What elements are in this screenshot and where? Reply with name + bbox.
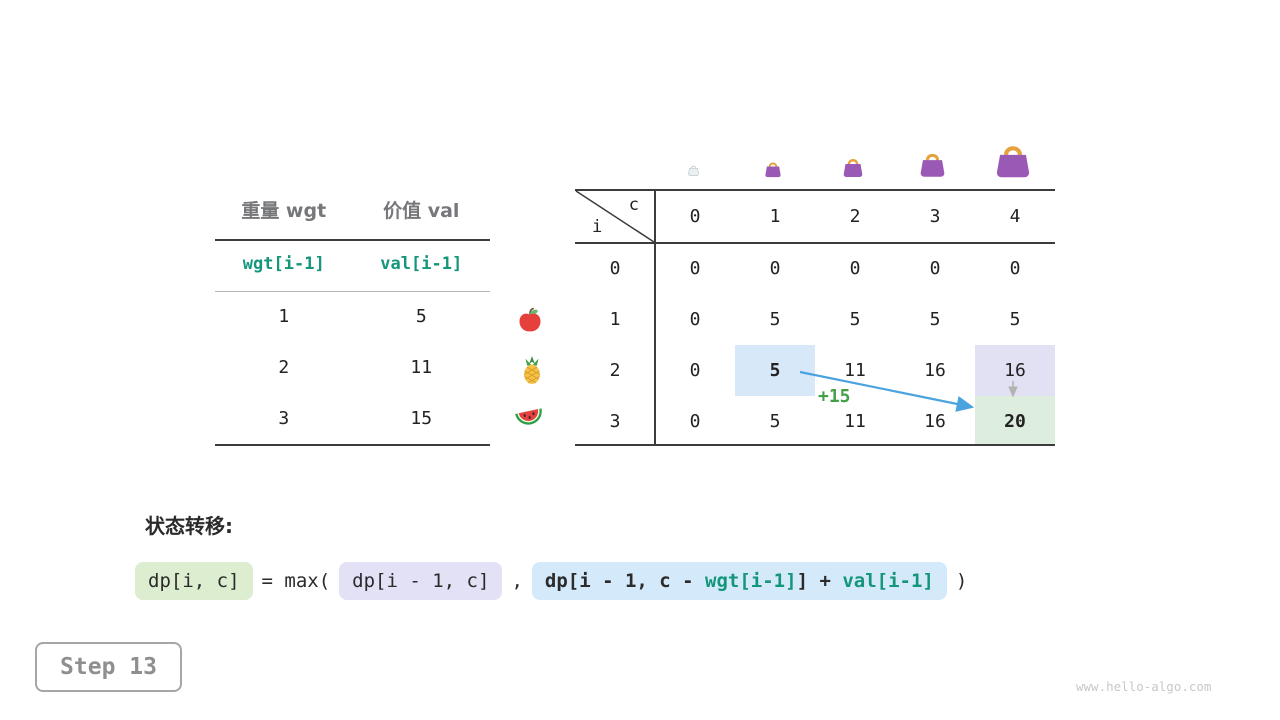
plus-value-annotation: +15 [818, 386, 851, 407]
row-var-label: i [592, 217, 603, 237]
dp-cell-3-4-result-highlight: 20 [975, 396, 1055, 446]
dp-cell-0-1: 0 [769, 258, 781, 279]
dp-table: c i 0 1 2 3 4 0 0 0 0 0 0 1 0 5 5 5 5 2 … [575, 190, 1055, 446]
take-chip-part-3: ] + [796, 570, 843, 592]
item-row-3: 3 15 [215, 408, 490, 429]
item-row-2: 2 11 [215, 357, 490, 378]
dp-cell-0-2: 0 [849, 258, 861, 279]
transition-formula: dp[i, c] = max( dp[i - 1, c] , dp[i - 1,… [135, 562, 967, 600]
dp-cell-1-0: 0 [689, 309, 701, 330]
pineapple-icon [518, 355, 546, 385]
dp-cell-1-1: 5 [769, 309, 781, 330]
dp-cell-0-3: 0 [929, 258, 941, 279]
dp-cell-2-0: 0 [689, 360, 701, 381]
dp-target-chip: dp[i, c] [135, 562, 253, 600]
item-value: 15 [410, 408, 433, 429]
row-label-0: 0 [609, 258, 621, 279]
col-header-2: 2 [849, 206, 861, 227]
dp-cell-2-3: 16 [924, 360, 946, 381]
col-header-3: 3 [929, 206, 941, 227]
max-operator: = max( [261, 570, 331, 592]
col-header-4: 4 [1009, 206, 1021, 227]
item-row-1: 1 5 [215, 306, 490, 327]
dp-cell-3-0: 0 [689, 410, 701, 432]
col-header-0: 0 [689, 206, 701, 227]
wgt-formula-cell: wgt[i-1] [242, 254, 325, 274]
item-weight: 3 [278, 408, 290, 429]
col-header-1: 1 [769, 206, 781, 227]
take-chip-val: val[i-1] [842, 570, 934, 592]
close-paren: ) [955, 570, 968, 592]
table-divider [215, 291, 490, 292]
step-label: Step 13 [60, 654, 157, 680]
value-column-header: 价值 val [383, 200, 460, 222]
val-formula-cell: val[i-1] [380, 254, 463, 274]
handbag-icon-0 [687, 164, 700, 176]
dp-table-top-border [575, 189, 1055, 191]
corner-cell: c i [575, 190, 655, 243]
transition-title: 状态转移: [145, 514, 233, 538]
dp-cell-3-2: 11 [844, 410, 866, 432]
apple-icon [516, 306, 544, 334]
take-chip-wgt: wgt[i-1] [705, 570, 797, 592]
dp-cell-2-4-compare-highlight: 16 [975, 345, 1055, 396]
dp-take-chip: dp[i - 1, c - wgt[i-1]] + val[i-1] [531, 562, 947, 600]
dp-cell-1-2: 5 [849, 309, 861, 330]
watermelon-icon [512, 405, 548, 433]
handbag-icon-3 [917, 150, 948, 178]
row-label-2: 2 [609, 360, 621, 381]
item-value: 11 [410, 357, 433, 378]
formula-row: wgt[i-1] val[i-1] [215, 254, 490, 274]
table-divider [215, 239, 490, 241]
watermark-text: www.hello-algo.com [1076, 679, 1212, 694]
handbag-icon-2 [841, 156, 865, 178]
item-weight: 2 [278, 357, 290, 378]
dp-cell-1-4: 5 [1009, 309, 1021, 330]
dp-cell-1-3: 5 [929, 309, 941, 330]
dp-cell-3-3: 16 [924, 410, 946, 432]
item-value: 5 [415, 306, 427, 327]
dp-cell-2-1-source-highlight: 5 [735, 345, 815, 396]
step-badge: Step 13 [35, 642, 182, 692]
comma-separator: , [511, 570, 523, 592]
row-label-1: 1 [609, 309, 621, 330]
dp-cell-0-4: 0 [1009, 258, 1021, 279]
item-weight: 1 [278, 306, 290, 327]
items-table-header: 重量 wgt 价值 val [215, 196, 490, 223]
dp-table-header-border [575, 242, 1055, 244]
col-var-label: c [628, 195, 639, 215]
take-chip-part-1: dp[i - 1, c - [544, 570, 706, 592]
row-label-3: 3 [609, 410, 621, 432]
dp-skip-chip: dp[i - 1, c] [339, 562, 503, 600]
handbag-icon-4 [992, 141, 1034, 179]
table-divider [215, 444, 490, 446]
handbag-icon-1 [763, 160, 783, 178]
dp-table-bottom-border [575, 444, 1055, 446]
weight-column-header: 重量 wgt [241, 200, 327, 222]
dp-cell-0-0: 0 [689, 258, 701, 279]
dp-table-vertical-border [654, 190, 656, 445]
dp-cell-3-1: 5 [769, 410, 781, 432]
